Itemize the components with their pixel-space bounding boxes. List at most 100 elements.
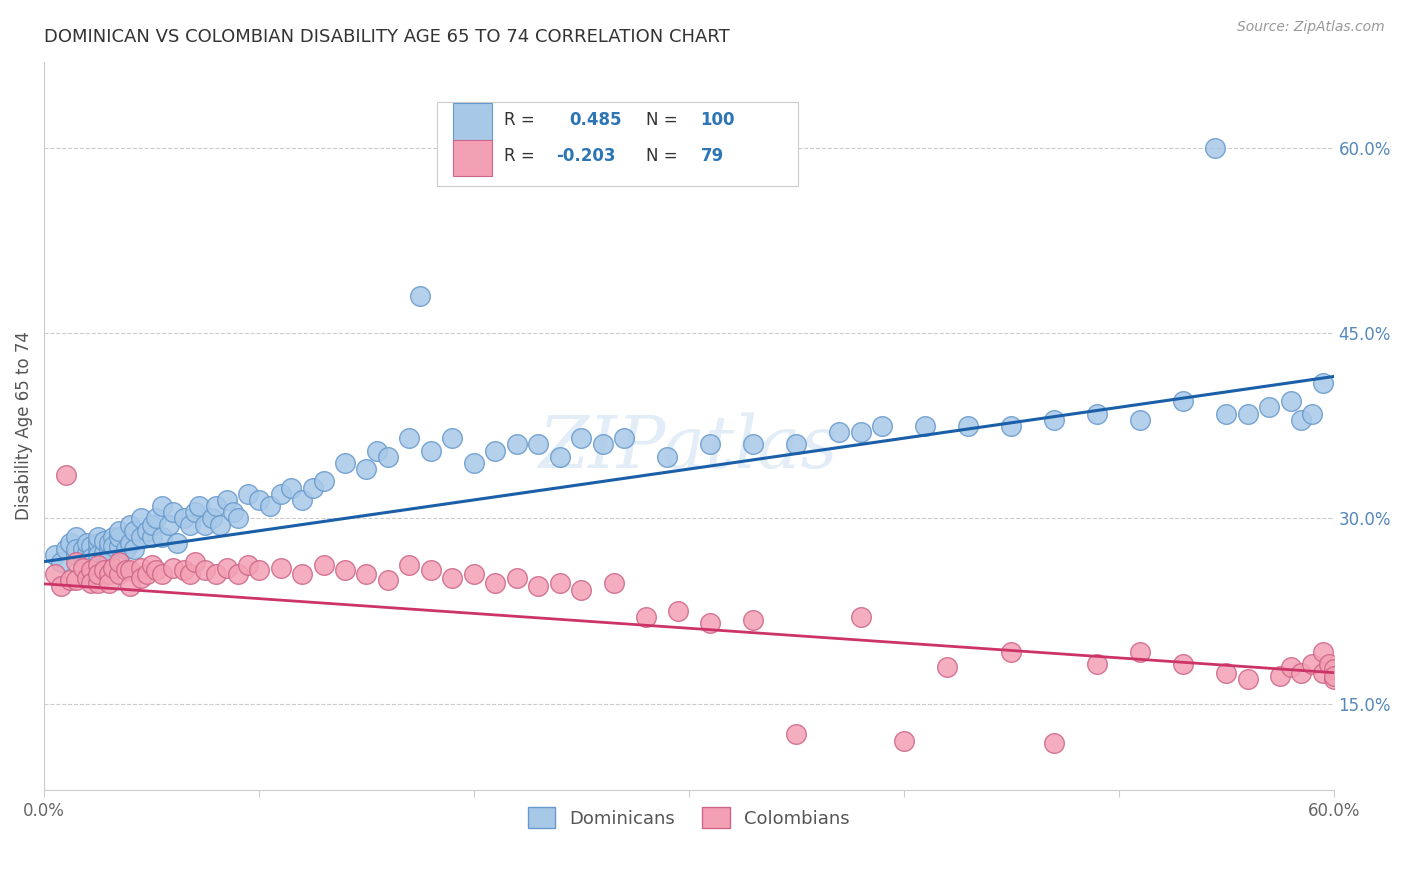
Point	[238, 558, 260, 573]
Point	[548, 575, 571, 590]
Point	[59, 573, 82, 587]
Point	[141, 517, 163, 532]
Point	[44, 549, 66, 563]
Point	[666, 604, 689, 618]
Point	[65, 555, 87, 569]
Point	[1000, 418, 1022, 433]
Point	[205, 499, 228, 513]
Point	[1215, 665, 1237, 680]
Point	[97, 566, 120, 581]
Point	[1312, 645, 1334, 659]
Point	[333, 563, 356, 577]
Point	[1129, 645, 1152, 659]
Point	[828, 425, 851, 439]
Point	[291, 492, 314, 507]
Point	[377, 450, 399, 464]
Point	[179, 566, 201, 581]
Text: 79: 79	[700, 147, 724, 166]
Point	[114, 563, 136, 577]
Point	[259, 499, 281, 513]
Point	[76, 536, 98, 550]
Point	[194, 563, 217, 577]
Point	[173, 511, 195, 525]
Point	[80, 575, 103, 590]
Point	[93, 546, 115, 560]
Text: N =: N =	[647, 112, 678, 129]
Point	[1215, 407, 1237, 421]
Point	[1323, 662, 1346, 676]
Point	[398, 431, 420, 445]
Point	[420, 563, 443, 577]
Point	[1268, 669, 1291, 683]
Point	[699, 616, 721, 631]
Point	[129, 511, 152, 525]
Point	[124, 542, 146, 557]
Point	[215, 561, 238, 575]
Point	[312, 475, 335, 489]
Point	[150, 530, 173, 544]
Point	[124, 524, 146, 538]
Legend: Dominicans, Colombians: Dominicans, Colombians	[520, 800, 856, 836]
Point	[80, 550, 103, 565]
Point	[247, 492, 270, 507]
Point	[114, 542, 136, 557]
Point	[215, 492, 238, 507]
Point	[849, 425, 872, 439]
Point	[270, 561, 292, 575]
Point	[72, 561, 94, 575]
Text: Source: ZipAtlas.com: Source: ZipAtlas.com	[1237, 20, 1385, 34]
Point	[1312, 665, 1334, 680]
Point	[129, 561, 152, 575]
Point	[1085, 657, 1108, 671]
Point	[571, 431, 593, 445]
Point	[742, 437, 765, 451]
Point	[101, 539, 124, 553]
Point	[141, 530, 163, 544]
Point	[742, 613, 765, 627]
Point	[1258, 401, 1281, 415]
Point	[1085, 407, 1108, 421]
Point	[356, 566, 378, 581]
Point	[120, 563, 142, 577]
Point	[108, 530, 131, 544]
Point	[1301, 407, 1323, 421]
Point	[97, 575, 120, 590]
Point	[226, 511, 249, 525]
Point	[129, 571, 152, 585]
Text: R =: R =	[505, 112, 536, 129]
Point	[1312, 376, 1334, 390]
Point	[87, 549, 110, 563]
Point	[166, 536, 188, 550]
Point	[527, 579, 550, 593]
Point	[935, 659, 957, 673]
Point	[238, 487, 260, 501]
Point	[1291, 413, 1313, 427]
Point	[51, 555, 73, 569]
Text: -0.203: -0.203	[555, 147, 616, 166]
Point	[108, 555, 131, 569]
Point	[1173, 657, 1195, 671]
Point	[1279, 659, 1302, 673]
Point	[136, 566, 159, 581]
Point	[893, 733, 915, 747]
Point	[150, 566, 173, 581]
Point	[72, 542, 94, 557]
Point	[162, 561, 184, 575]
Point	[409, 289, 432, 303]
Bar	[453, 140, 492, 176]
Point	[1000, 645, 1022, 659]
Point	[87, 530, 110, 544]
Point	[87, 542, 110, 557]
Point	[65, 542, 87, 557]
Point	[420, 443, 443, 458]
Point	[120, 517, 142, 532]
Point	[80, 539, 103, 553]
Point	[484, 575, 506, 590]
Point	[291, 566, 314, 581]
Point	[463, 456, 485, 470]
Point	[51, 579, 73, 593]
Point	[59, 536, 82, 550]
Point	[55, 468, 77, 483]
Point	[613, 431, 636, 445]
Point	[398, 558, 420, 573]
